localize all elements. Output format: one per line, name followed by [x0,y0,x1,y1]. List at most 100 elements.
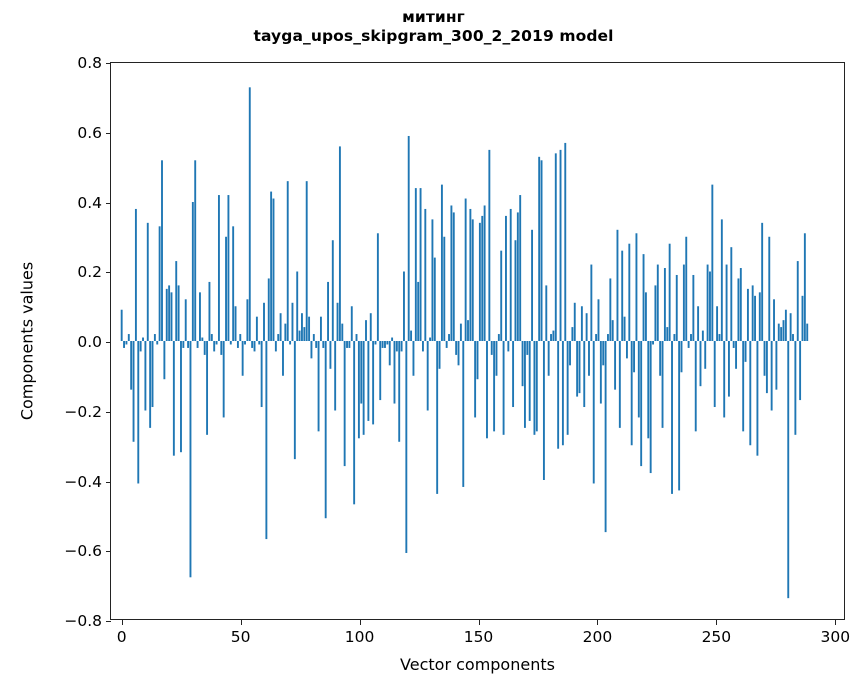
bar [229,341,232,345]
y-axis-tick-mark [105,202,111,204]
bar [367,341,370,421]
bar [481,215,484,341]
x-axis-tick-mark [716,619,718,625]
bar [718,334,721,341]
bar [652,341,654,345]
bar [542,341,545,480]
bar [170,292,173,341]
bar [163,341,166,380]
y-axis-label-text: Components values [17,261,37,421]
bar [592,341,595,484]
bar [319,316,322,341]
plot-axes: 0.8 0.6 0.4 0.2 0.0 −0.2 −0.4 −0.6 −0.8 0 50 100 150… [64,54,850,646]
bar [789,313,792,341]
bar [640,341,643,467]
y-axis-tick-label: 0.2 [77,263,102,282]
chart-title-line-1: митинг [402,8,465,26]
bar [398,341,401,442]
bar [134,208,137,341]
bar [429,337,432,341]
bar [682,264,685,341]
bar [165,288,168,341]
bar [803,233,806,341]
bar [801,295,804,341]
bar [611,320,614,341]
x-axis-tick-mark [121,619,123,625]
bar [521,341,524,387]
y-axis-tick-label: −0.8 [64,612,102,630]
bar [258,341,261,345]
bar [400,341,403,352]
bar [557,341,560,449]
y-axis-tick-label: 0.6 [77,123,102,142]
bar [644,292,647,341]
bar [360,341,363,404]
bar [355,334,358,341]
bar [713,341,716,408]
y-axis-label: Components values [12,62,42,620]
x-axis-tick-label: 200 [582,628,613,646]
bar [232,226,235,341]
bar [462,341,465,487]
bar [716,306,719,342]
bar [588,341,590,376]
bar [569,341,571,366]
bar [737,278,740,341]
bar [554,153,557,341]
bar [777,323,780,341]
bar [443,236,446,342]
bar [773,299,775,341]
bar [659,341,662,376]
bar [597,299,600,341]
bar [512,341,515,408]
bar [483,205,486,341]
bar [206,341,209,435]
bar [550,334,552,341]
bar [127,334,130,341]
bar [310,341,313,359]
chart-title: митинг tayga_upos_skipgram_300_2_2019 mo… [0,8,867,46]
bar [697,306,700,342]
bar [580,306,583,342]
bar [312,334,315,341]
x-axis-tick-mark [597,619,599,625]
bar [732,341,735,348]
bar [784,309,787,341]
bar [618,341,621,428]
bar [751,285,754,341]
bar [308,316,311,341]
x-axis-tick-mark [359,619,361,625]
bar [649,341,652,474]
bar [156,341,159,345]
bar [244,341,246,345]
x-axis-tick-label: 0 [116,628,127,646]
bar [217,195,220,341]
bar [452,212,455,341]
bar [187,341,190,348]
bar [348,341,351,348]
bar [130,341,133,390]
bar [303,327,306,341]
bar [369,313,372,341]
bar [668,243,671,341]
bar [768,236,771,342]
bar [296,271,299,341]
bar [336,302,339,341]
bar [388,341,391,366]
bar [132,341,135,442]
bar [467,320,469,341]
bar [709,271,711,341]
bar [151,341,154,408]
bar [412,341,415,376]
bar [274,341,277,352]
bar [142,337,144,341]
bar [630,341,633,446]
bar [635,233,638,341]
x-axis-tick-mark [240,619,242,625]
bar [765,341,768,394]
bar [433,257,436,341]
bar [547,341,550,376]
chart-title-line-2: tayga_upos_skipgram_300_2_2019 model [253,27,614,46]
bar [770,341,773,411]
y-axis-tick-mark [105,342,111,343]
